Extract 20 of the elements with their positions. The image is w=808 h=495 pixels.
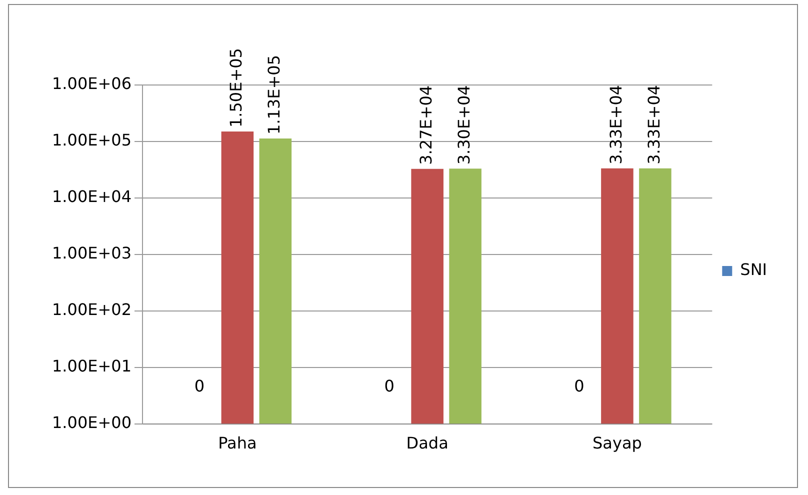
data-label: 3.33E+04	[606, 84, 626, 164]
legend-label: SNI	[740, 260, 767, 280]
data-label: 1.13E+05	[264, 54, 284, 134]
y-tick-label: 1.00E+06	[52, 74, 132, 94]
data-label: 3.30E+04	[454, 85, 474, 165]
annotation: 0	[574, 376, 584, 396]
y-tick-label: 1.00E+05	[52, 130, 132, 150]
data-label: 3.33E+04	[644, 84, 664, 164]
x-tick-label: Paha	[218, 434, 257, 453]
y-tick-label: 1.00E+03	[52, 244, 132, 263]
y-tick-label: 1.00E+04	[52, 187, 132, 206]
y-tick-label: 1.00E+01	[52, 356, 132, 376]
annotation: 0	[194, 376, 205, 396]
x-tick-label: Dada	[406, 434, 448, 453]
y-tick-label: 1.00E+00	[52, 412, 132, 432]
data-label: 3.27E+04	[416, 85, 436, 165]
annotation: 0	[384, 376, 394, 396]
data-label: 1.50E+05	[226, 48, 246, 128]
y-tick-label: 1.00E+02	[52, 300, 132, 320]
x-tick-label: Sayap	[592, 434, 642, 453]
